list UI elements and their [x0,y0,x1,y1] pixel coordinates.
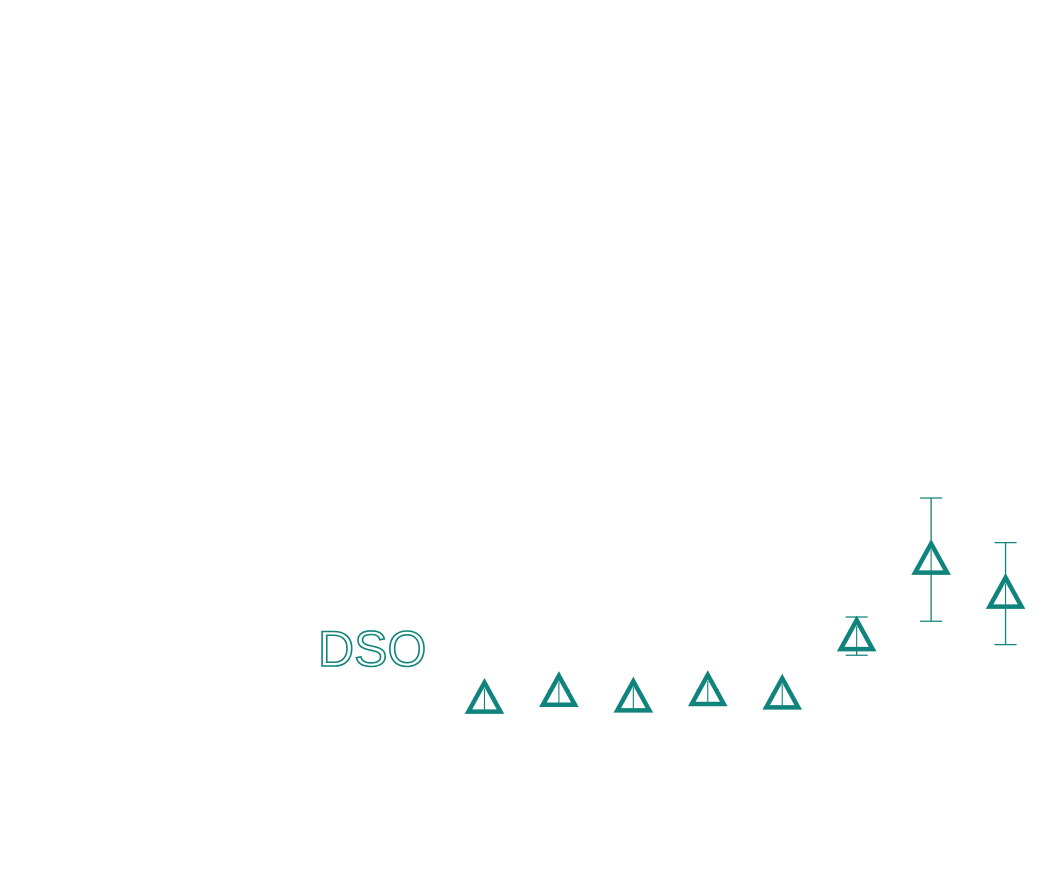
chart-marks [464,497,1026,714]
series-label: DSO [318,621,426,677]
